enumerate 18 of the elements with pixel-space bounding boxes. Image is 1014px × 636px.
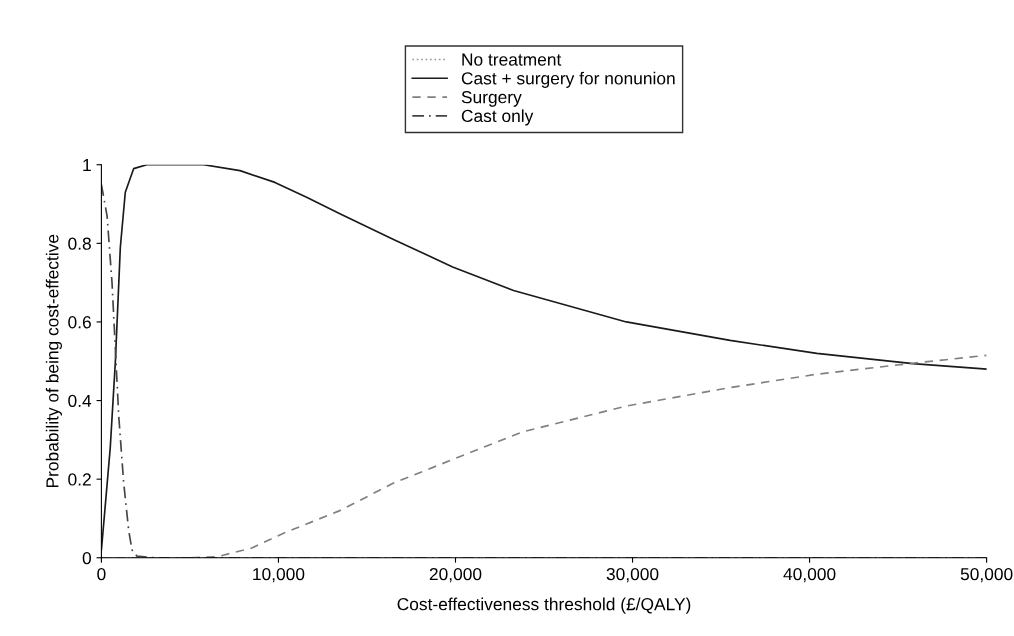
legend-label: Cast only [461,109,534,126]
x-tick-label: 0 [97,567,106,581]
legend-label: No treatment [462,53,562,66]
x-tick-label: 40,000 [783,567,836,583]
y-tick-label: 0.2 [68,473,91,486]
y-tick-label: 1 [83,159,91,172]
x-tick-label: 50,000 [960,567,1013,583]
y-tick-label: 0 [82,551,91,565]
x-tick-label: 20,000 [429,567,482,583]
y-tick-label: 0.8 [68,237,91,250]
y-axis-title: Probability of being cost-effective [45,234,62,488]
x-axis-title: Cost-effectiveness threshold (£/QALY) [397,597,691,614]
legend-label: Surgery [461,91,522,107]
y-tick-label: 0.6 [68,316,91,329]
x-tick-label: 30,000 [606,567,659,583]
x-tick-label: 10,000 [253,567,305,583]
legend-label: Cast + surgery for nonunion [461,71,675,88]
y-tick-label: 0.4 [68,394,92,408]
